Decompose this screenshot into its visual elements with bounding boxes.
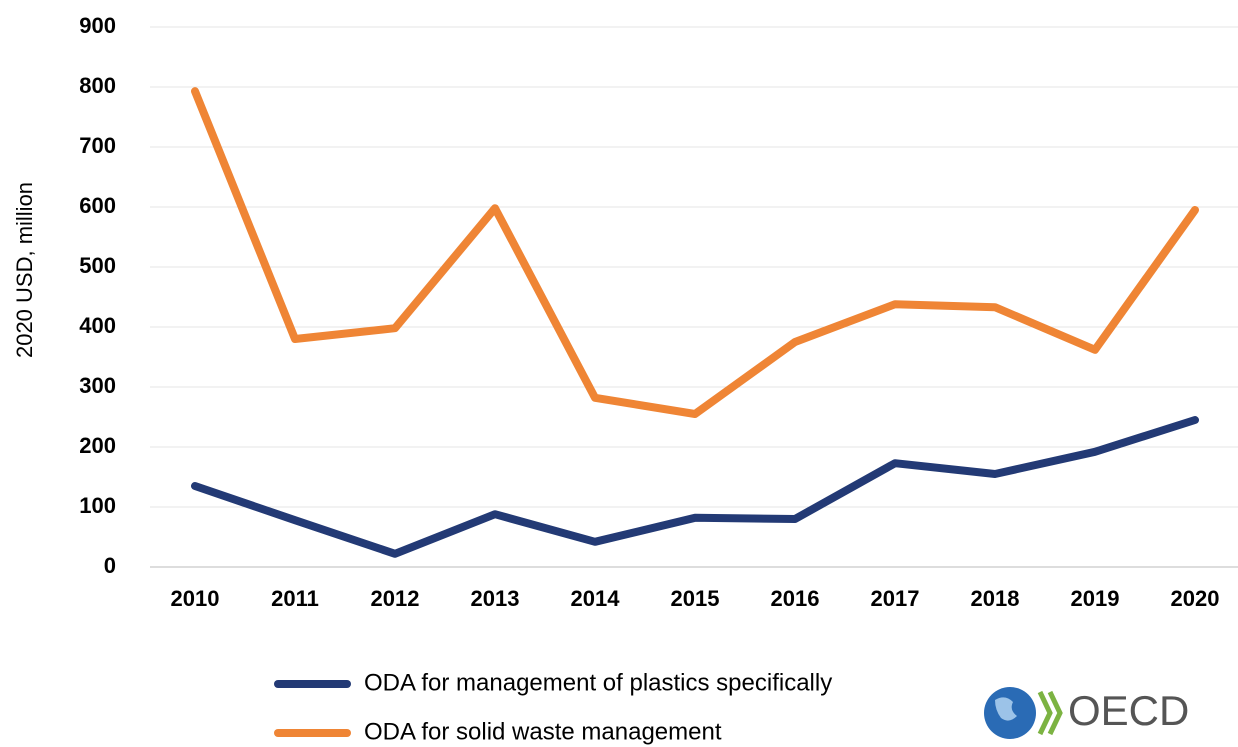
legend-label: ODA for solid waste management	[364, 718, 722, 745]
series-line	[191, 87, 1199, 418]
x-tick-label: 2020	[1171, 586, 1220, 611]
x-tick-label: 2011	[271, 586, 319, 611]
x-tick-label: 2019	[1071, 586, 1120, 611]
y-tick-label: 500	[79, 253, 116, 278]
logo-text: OECD	[1068, 687, 1189, 734]
logo-globe-land	[995, 697, 1017, 721]
x-tick-label: 2015	[671, 586, 720, 611]
y-tick-label: 400	[79, 313, 116, 338]
x-tick-label: 2017	[871, 586, 920, 611]
x-tick-label: 2018	[971, 586, 1020, 611]
y-tick-label: 0	[104, 553, 116, 578]
oecd-logo: OECD	[984, 687, 1189, 739]
legend-label: ODA for management of plastics specifica…	[364, 669, 832, 696]
x-tick-label: 2014	[571, 586, 621, 611]
x-tick-label: 2010	[171, 586, 220, 611]
y-tick-label: 600	[79, 193, 116, 218]
series-line	[191, 416, 1199, 558]
y-tick-label: 300	[79, 373, 116, 398]
x-tick-label: 2016	[771, 586, 820, 611]
logo-chevrons	[1037, 690, 1063, 736]
x-tick-label: 2012	[371, 586, 420, 611]
y-tick-label: 900	[79, 13, 116, 38]
x-tick-label: 2013	[471, 586, 520, 611]
y-tick-label: 700	[79, 133, 116, 158]
y-tick-label: 200	[79, 433, 116, 458]
y-tick-label: 800	[79, 73, 116, 98]
y-axis-label: 2020 USD, million	[12, 182, 37, 358]
y-tick-label: 100	[79, 493, 116, 518]
